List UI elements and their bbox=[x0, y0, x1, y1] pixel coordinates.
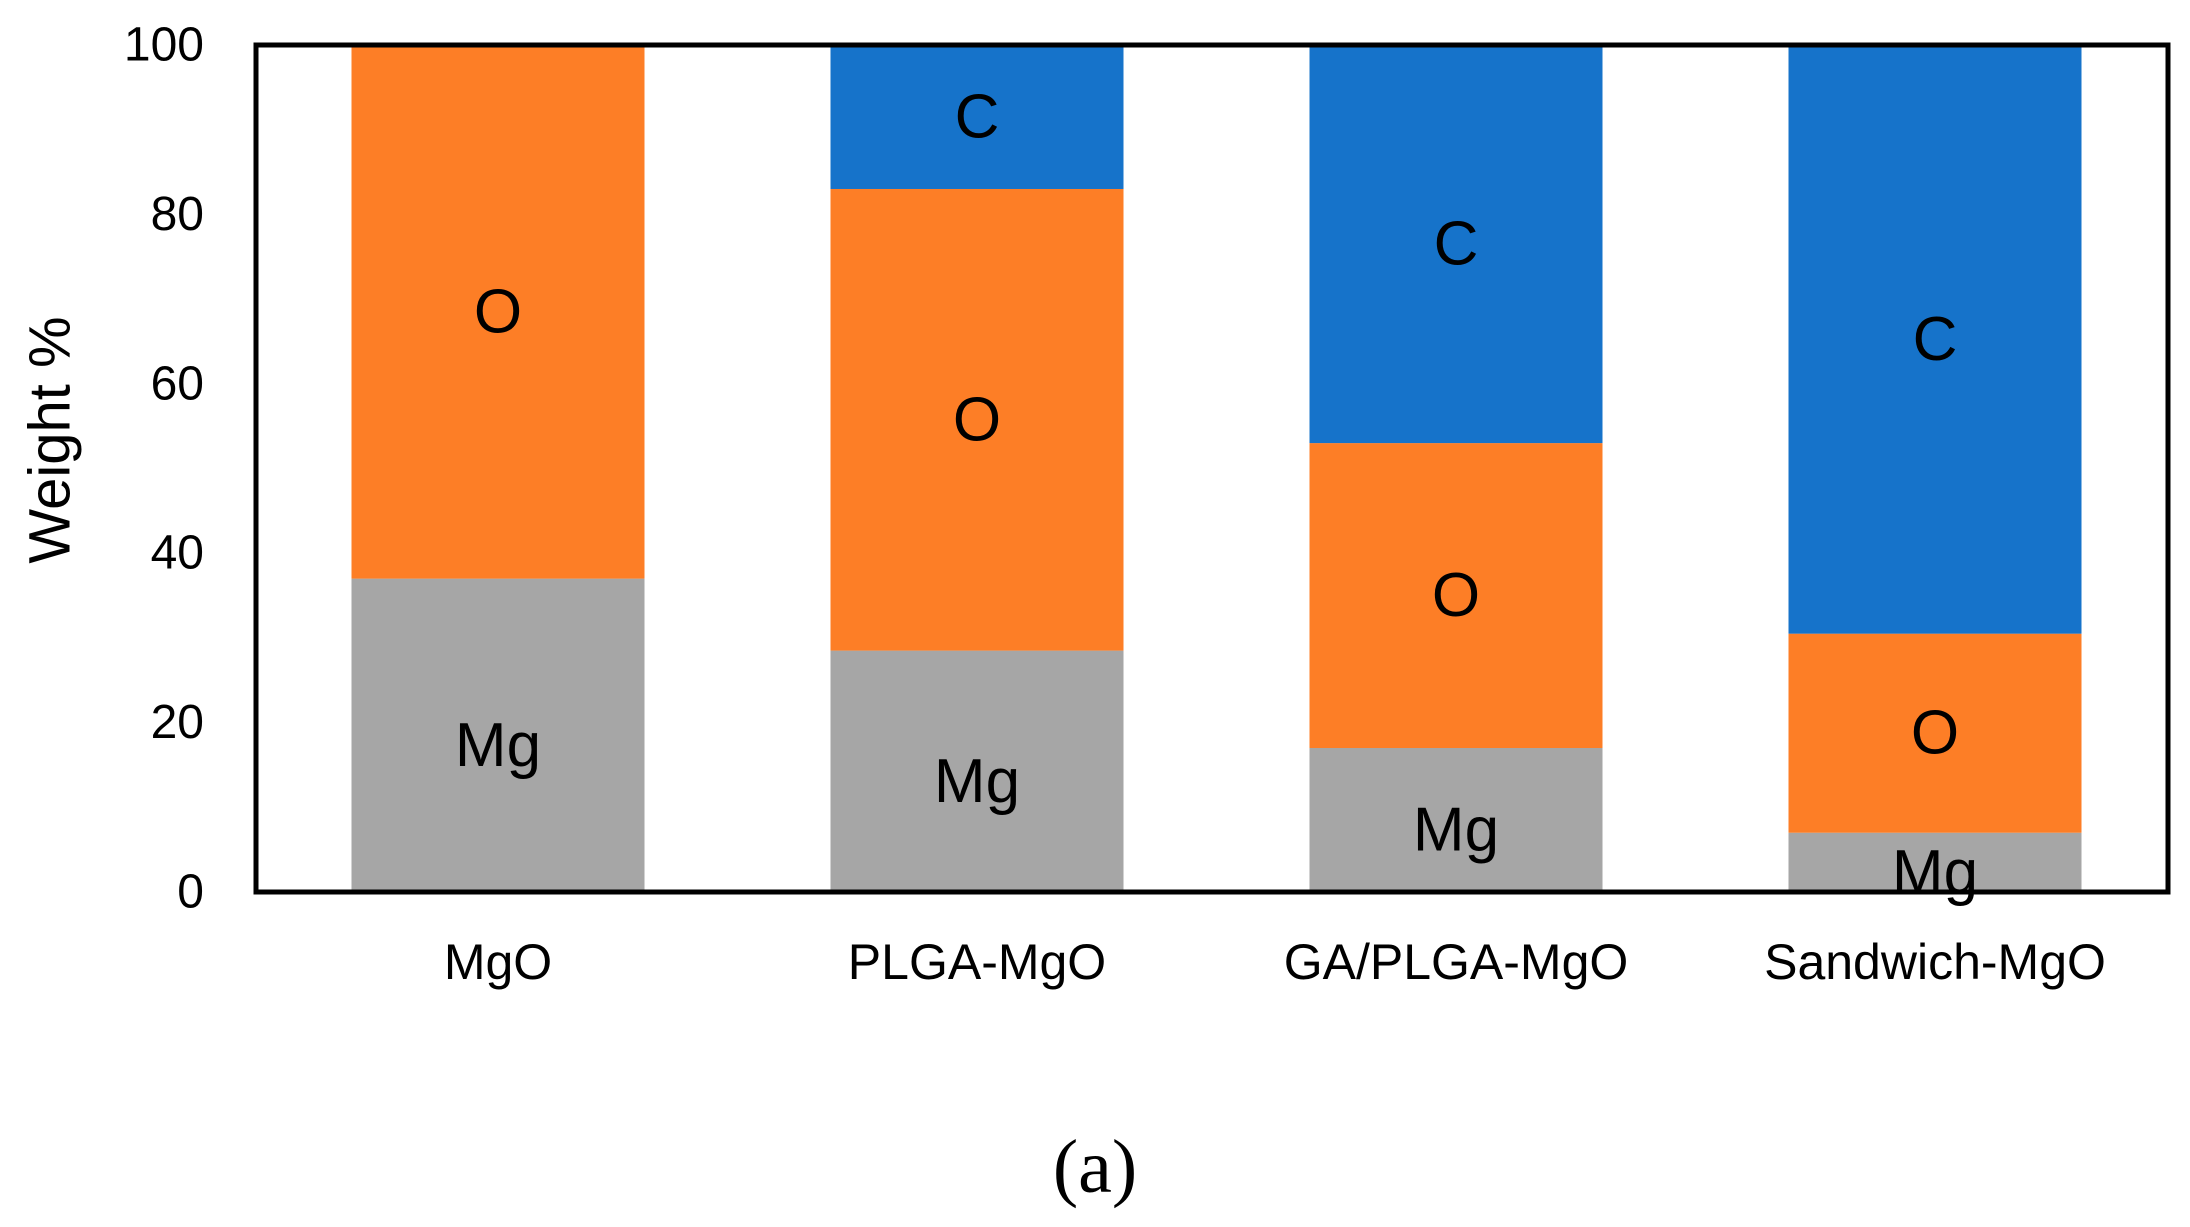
bar-segment-c-4 bbox=[1788, 45, 2082, 634]
segment-label-mg-3: Mg bbox=[1413, 796, 1499, 865]
y-tick-label-100: 100 bbox=[124, 19, 204, 72]
y-axis-ticks: 0 20 40 60 80 100 bbox=[124, 19, 204, 919]
y-tick-label-40: 40 bbox=[151, 527, 204, 580]
bar-segment-mg-3 bbox=[1309, 748, 1603, 892]
segment-label-c-3: C bbox=[1434, 210, 1479, 279]
bar-segment-mg-4 bbox=[1788, 832, 2082, 892]
x-category-label-2: PLGA-MgO bbox=[848, 934, 1106, 990]
segment-label-c-4: C bbox=[1913, 305, 1958, 374]
bar-segment-c-2 bbox=[830, 45, 1124, 189]
segment-label-o-2: O bbox=[953, 385, 1001, 454]
y-tick-label-0: 0 bbox=[177, 866, 204, 919]
bar-segment-o-1 bbox=[351, 45, 645, 579]
x-category-label-3: GA/PLGA-MgO bbox=[1284, 934, 1629, 990]
segment-label-mg-2: Mg bbox=[934, 747, 1020, 816]
segment-label-mg-4: Mg bbox=[1892, 838, 1978, 907]
bar-segment-c-3 bbox=[1309, 45, 1603, 444]
x-axis-categories: MgO PLGA-MgO GA/PLGA-MgO Sandwich-MgO bbox=[444, 934, 2106, 990]
x-category-label-1: MgO bbox=[444, 934, 552, 990]
bar-segment-o-2 bbox=[830, 188, 1124, 651]
segment-label-o-3: O bbox=[1432, 561, 1480, 630]
segment-label-mg-1: Mg bbox=[455, 711, 541, 780]
segment-label-o-1: O bbox=[474, 277, 522, 346]
segment-label-o-4: O bbox=[1911, 699, 1959, 768]
bar-segment-o-3 bbox=[1309, 443, 1603, 749]
y-axis-title: Weight % bbox=[18, 316, 83, 563]
bar-segment-mg-1 bbox=[351, 578, 645, 892]
segment-labels-layer: Mg O Mg O C Mg O C Mg O C bbox=[455, 82, 1978, 906]
plot-area-frame bbox=[253, 42, 2171, 895]
x-category-label-4: Sandwich-MgO bbox=[1764, 934, 2106, 990]
y-tick-label-60: 60 bbox=[151, 357, 204, 410]
segment-label-c-2: C bbox=[955, 82, 1000, 151]
y-tick-label-20: 20 bbox=[151, 696, 204, 749]
bar-segment-mg-2 bbox=[830, 650, 1124, 892]
bars-layer bbox=[351, 45, 2082, 892]
y-tick-label-80: 80 bbox=[151, 188, 204, 241]
bar-segment-o-4 bbox=[1788, 633, 2082, 833]
panel-label: (a) bbox=[1053, 1125, 1137, 1209]
